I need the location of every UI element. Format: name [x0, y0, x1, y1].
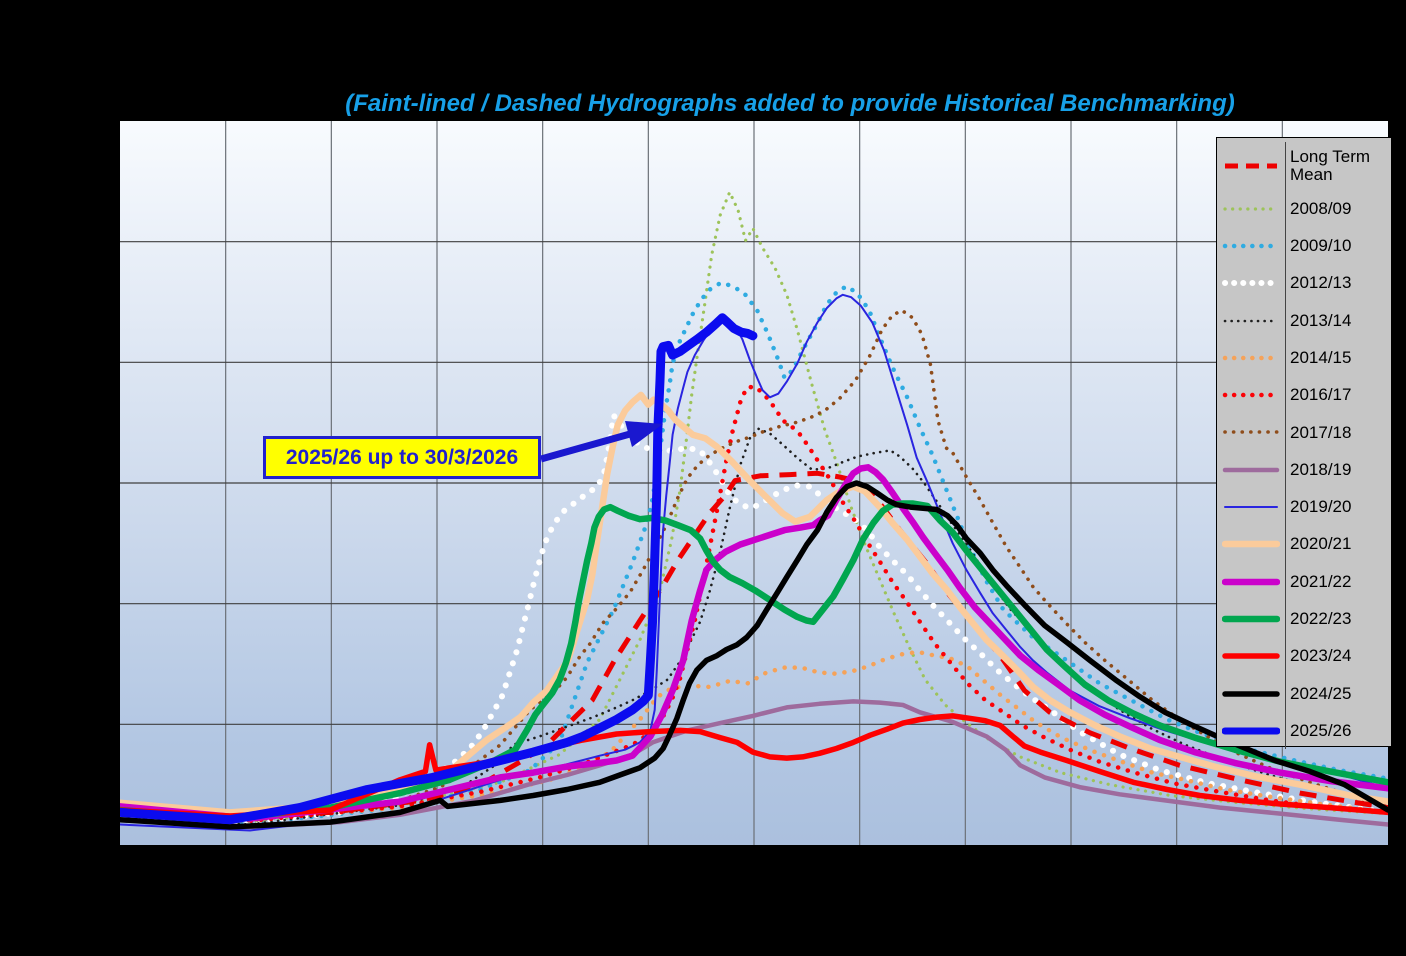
legend-swatch	[1217, 339, 1285, 376]
legend-item-2025-26: 2025/26	[1217, 712, 1391, 750]
legend-item-2017-18: 2017/18	[1217, 413, 1391, 452]
legend-label: 2013/14	[1285, 301, 1391, 340]
legend-item-long-term-mean: Long Term Mean	[1217, 142, 1391, 190]
legend-label: 2017/18	[1285, 413, 1391, 452]
legend-label: 2008/09	[1285, 190, 1391, 228]
series-line-2025-26	[120, 313, 758, 825]
legend-swatch	[1217, 526, 1285, 563]
legend-swatch	[1217, 302, 1285, 339]
legend-label: 2016/17	[1285, 376, 1391, 414]
chart-subtitle: (Faint-lined / Dashed Hydrographs added …	[345, 90, 1235, 117]
series-line-2016-17	[120, 384, 1388, 824]
legend-swatch	[1217, 376, 1285, 413]
legend-item-2013-14: 2013/14	[1217, 301, 1391, 340]
legend-swatch	[1217, 142, 1285, 190]
legend-item-2018-19: 2018/19	[1217, 451, 1391, 489]
legend-swatch	[1217, 712, 1285, 749]
legend-swatch	[1217, 563, 1285, 600]
legend-item-2012-13: 2012/13	[1217, 264, 1391, 302]
series-line-2014-15	[120, 649, 1388, 822]
legend-label: 2020/21	[1285, 525, 1391, 563]
annotation-text: 2025/26 up to 30/3/2026	[285, 445, 519, 469]
series-line-2008-09	[120, 190, 1388, 824]
series-line-2012-13	[120, 412, 1388, 826]
legend-label: 2019/20	[1285, 488, 1391, 526]
legend-label: 2025/26	[1285, 712, 1391, 750]
legend-label: 2009/10	[1285, 227, 1391, 265]
legend-item-2021-22: 2021/22	[1217, 562, 1391, 601]
series-line-2024-25	[120, 480, 1388, 830]
legend-item-2014-15: 2014/15	[1217, 339, 1391, 377]
legend-item-2024-25: 2024/25	[1217, 674, 1391, 713]
legend-label: 2022/23	[1285, 600, 1391, 638]
hydrograph-svg	[120, 121, 1388, 845]
legend-swatch	[1217, 675, 1285, 712]
legend-item-2019-20: 2019/20	[1217, 488, 1391, 526]
legend-label: 2021/22	[1285, 562, 1391, 601]
legend-item-2016-17: 2016/17	[1217, 376, 1391, 414]
legend-item-2020-21: 2020/21	[1217, 525, 1391, 563]
legend-item-2009-10: 2009/10	[1217, 227, 1391, 265]
series-line-2019-20	[120, 293, 1388, 832]
legend-label: 2012/13	[1285, 264, 1391, 302]
legend: Long Term Mean 2008/09 2009/10 2012/13 2013/…	[1216, 137, 1392, 750]
legend-swatch	[1217, 227, 1285, 264]
legend-label: 2018/19	[1285, 451, 1391, 489]
series-line-long-term-mean	[120, 470, 1388, 821]
annotation-callout: 2025/26 up to 30/3/2026	[263, 436, 541, 479]
annotation-arrow-shaft	[540, 430, 631, 463]
legend-swatch	[1217, 600, 1285, 637]
legend-item-2008-09: 2008/09	[1217, 190, 1391, 228]
legend-label: Long Term Mean	[1285, 142, 1391, 190]
plot-area	[120, 121, 1388, 851]
legend-swatch	[1217, 488, 1285, 525]
legend-item-2023-24: 2023/24	[1217, 637, 1391, 675]
legend-item-2022-23: 2022/23	[1217, 600, 1391, 638]
legend-swatch	[1217, 451, 1285, 488]
legend-swatch	[1217, 414, 1285, 451]
legend-label: 2024/25	[1285, 674, 1391, 713]
legend-swatch	[1217, 265, 1285, 302]
legend-swatch	[1217, 638, 1285, 675]
legend-swatch	[1217, 190, 1285, 227]
legend-label: 2014/15	[1285, 339, 1391, 377]
series-line-2022-23	[120, 500, 1388, 822]
annotation-arrow-head	[625, 421, 663, 447]
series-line-2018-19	[120, 699, 1388, 830]
series-line-2009-10	[120, 280, 1388, 826]
legend-label: 2023/24	[1285, 637, 1391, 675]
